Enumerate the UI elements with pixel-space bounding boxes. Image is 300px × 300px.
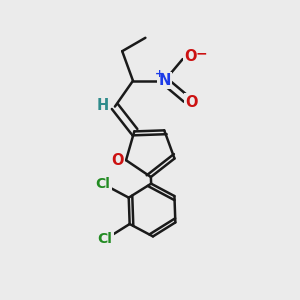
Text: +: + — [155, 69, 164, 79]
Text: Cl: Cl — [98, 232, 112, 246]
Text: H: H — [96, 98, 108, 112]
Text: N: N — [158, 73, 171, 88]
Text: Cl: Cl — [96, 177, 110, 191]
Text: O: O — [185, 94, 198, 110]
Text: O: O — [184, 49, 197, 64]
Text: O: O — [111, 153, 124, 168]
Text: −: − — [196, 46, 207, 60]
